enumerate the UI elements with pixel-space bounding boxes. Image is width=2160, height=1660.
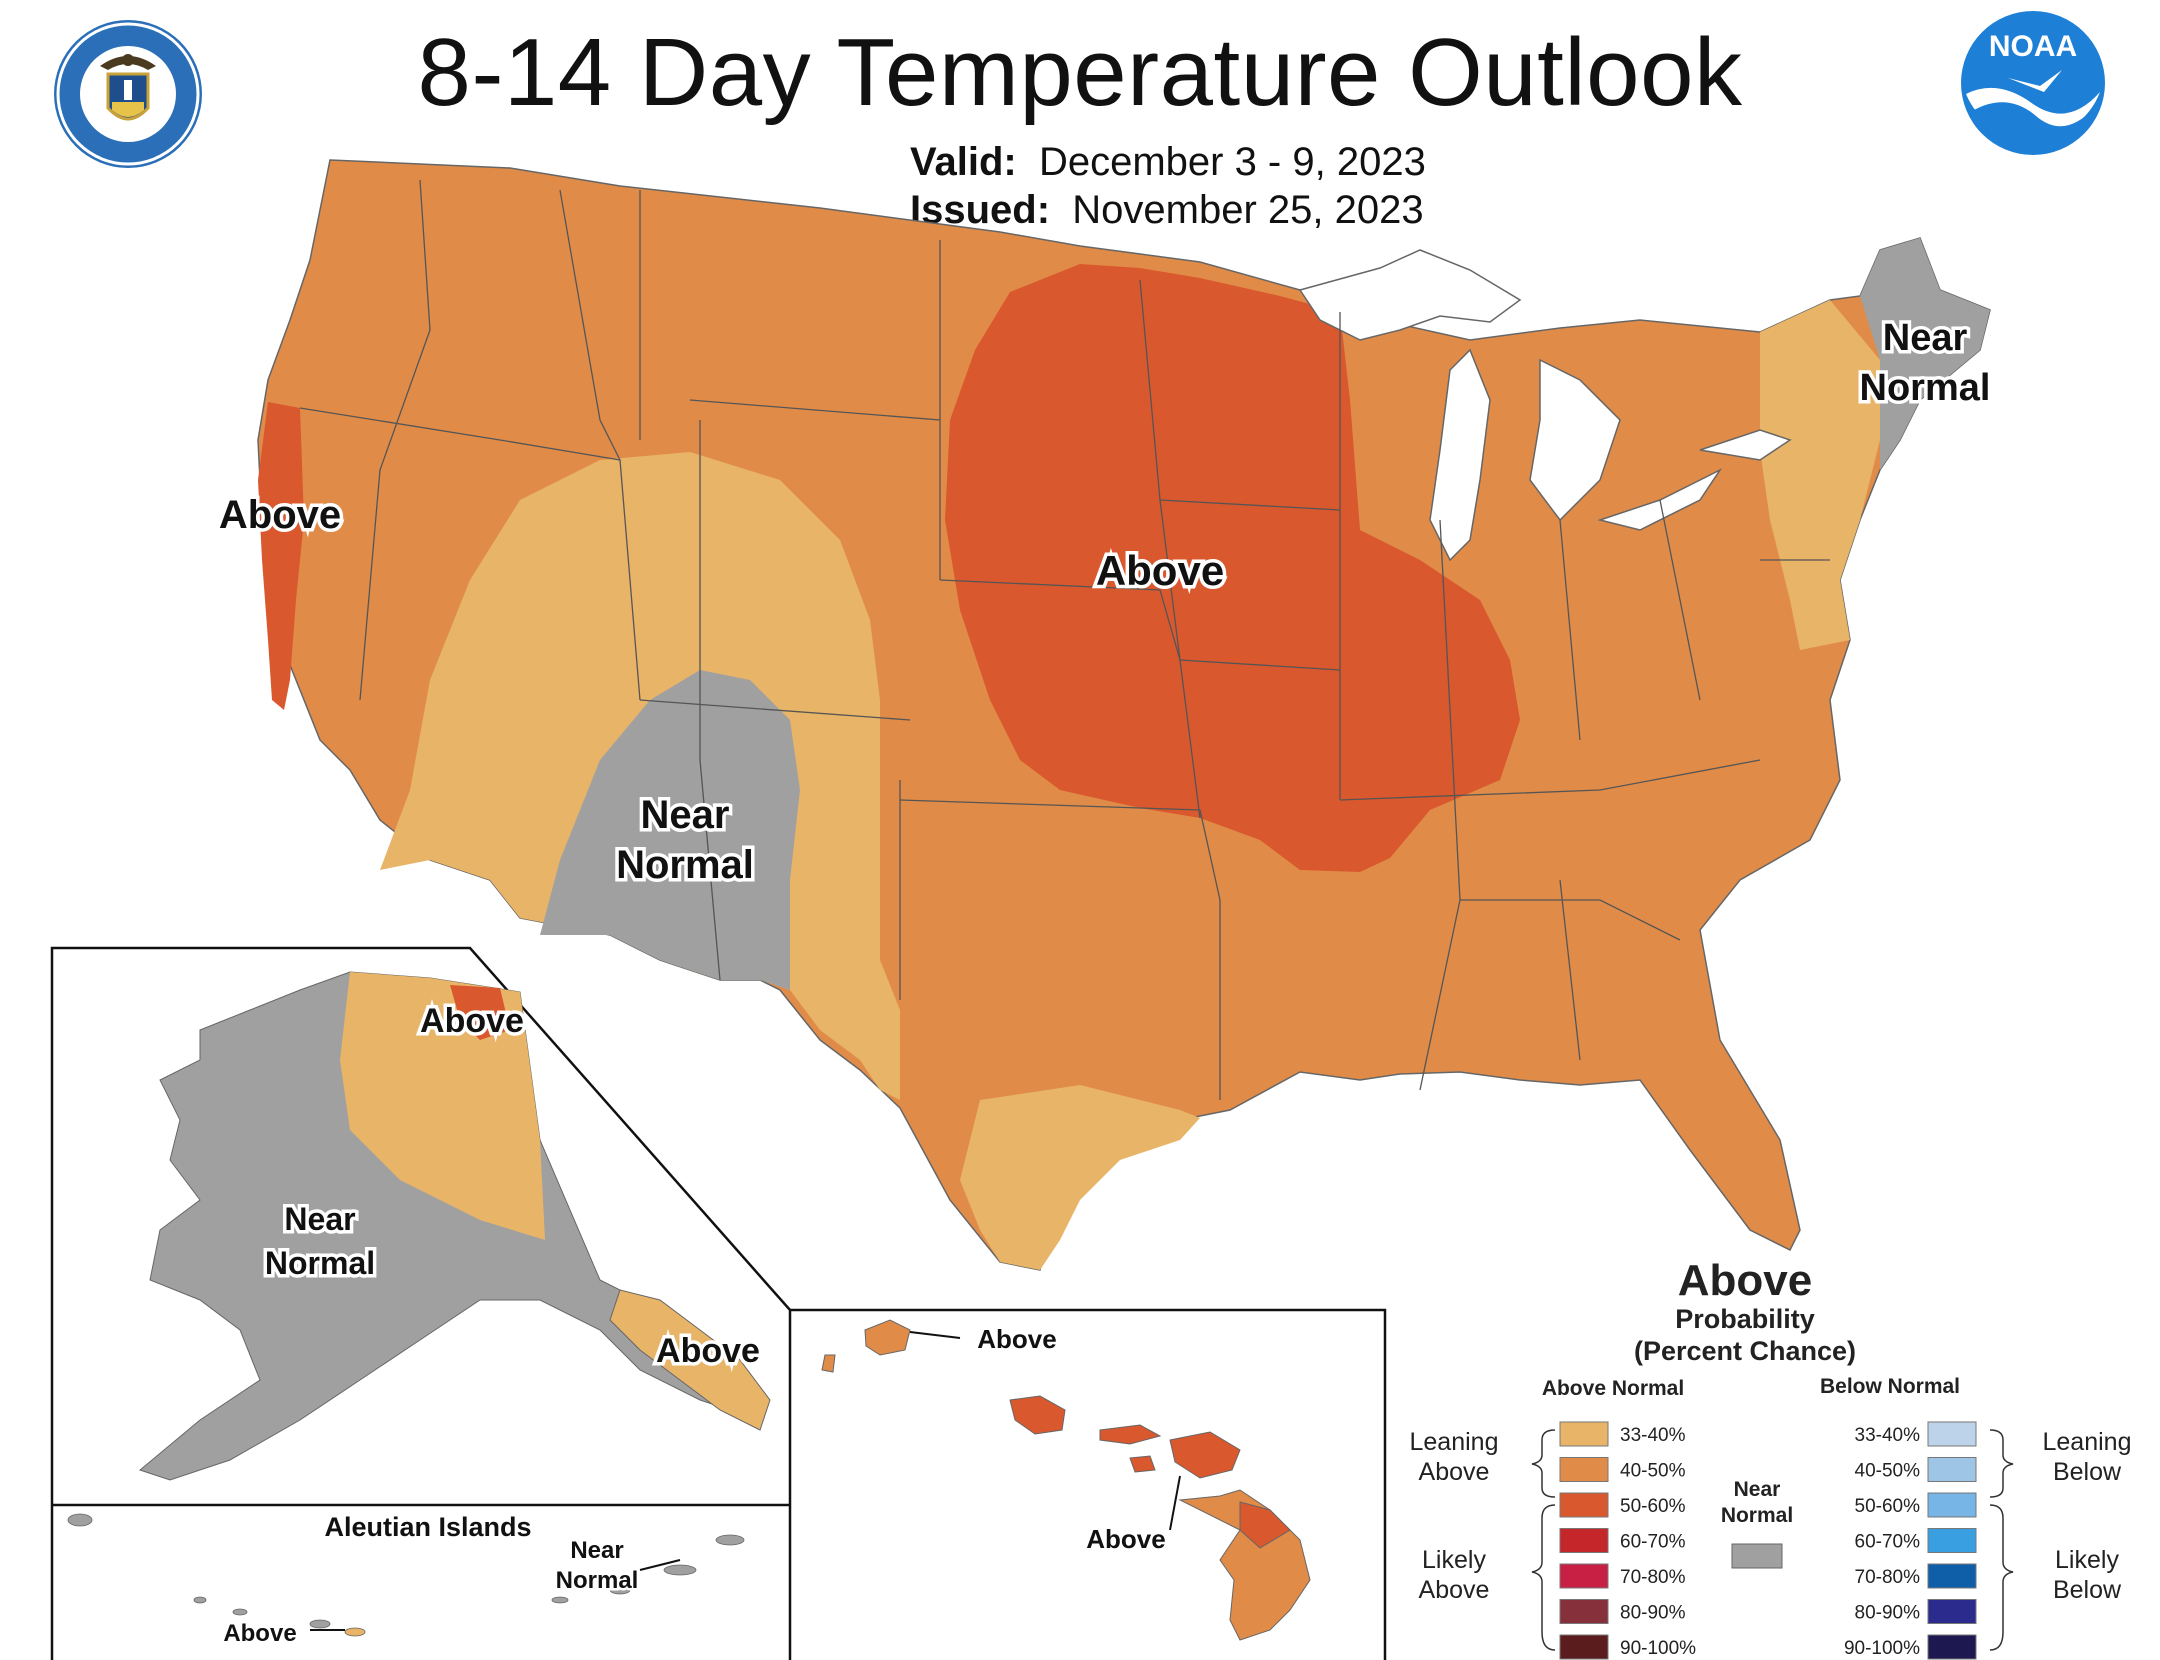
label-southwest-line2: Normal [616,843,754,887]
below-bin-label: 60-70% [1855,1532,1921,1553]
above-bin-label: 70-80% [1620,1567,1686,1588]
south-texas-region [960,1085,1200,1270]
aleutian-above-island [344,1627,366,1637]
label-central: Above [1096,547,1224,594]
legend-likely-above-line2: Above [1419,1576,1490,1604]
below-bin-swatch [1927,1528,1977,1553]
legend-near-normal-line1: Near [1734,1478,1781,1501]
below-bin-label: 40-50% [1855,1461,1921,1482]
label-aleutian-near-line1: Near [570,1537,623,1564]
legend-leaning-above-line1: Leaning [1410,1428,1499,1456]
brace-leaning-below [1989,1429,2014,1498]
above-bin-label: 60-70% [1620,1532,1686,1553]
above-normal-swatches: 33-40% 40-50% 50-60% 60-70% 70-80% 80-90% 90-1… [1559,1421,1696,1660]
probability-legend: Above Probability (Percent Chance) Above… [1410,1256,2132,1660]
label-alaska-main-line1: Near [284,1201,355,1237]
aleutian-near-leader [639,1559,681,1571]
issued-date: November 25, 2023 [1072,188,1424,232]
legend-likely-below-line2: Below [2053,1576,2122,1604]
above-bin-label: 40-50% [1620,1461,1686,1482]
brace-likely-below [1989,1504,2014,1651]
noaa-logo: NOAA [1961,11,2105,155]
label-aleutian-near-line2: Normal [556,1567,639,1594]
label-aleutian-above: Above [223,1620,296,1647]
alaska-northeast-above-region [450,985,510,1040]
below-bin-label: 33-40% [1855,1425,1921,1446]
legend-above-header: Above Normal [1542,1377,1684,1400]
label-alaska-southeast: Above [656,1332,760,1370]
hawaii-panel-frame [790,1308,1387,1660]
valid-label: Valid: [910,140,1017,184]
below-bin-label: 80-90% [1855,1603,1921,1624]
hawaii-islands [821,1319,1311,1641]
below-bin-swatch [1927,1492,1977,1518]
label-alaska-main-line2: Normal [265,1245,375,1281]
above-bin-swatch [1559,1492,1609,1518]
alaska-northeast-region [340,972,545,1240]
legend-leaning-below-line1: Leaning [2043,1428,2132,1456]
above-bin-label: 80-90% [1620,1603,1686,1624]
label-southwest-line1: Near [641,793,730,837]
above-bin-label: 90-100% [1620,1638,1696,1659]
state-boundaries [299,179,1830,1100]
legend-near-normal-swatch [1731,1543,1783,1569]
below-bin-swatch [1927,1421,1977,1447]
central-above-region [945,264,1520,872]
noaa-logo-text: NOAA [1989,30,2077,63]
below-normal-swatches: 33-40% 40-50% 50-60% 60-70% 70-80% 80-90% 90-1… [1844,1421,1977,1660]
brace-likely-above [1531,1504,1556,1651]
label-hawaii-maui: Above [1086,1524,1165,1554]
below-bin-label: 70-80% [1855,1567,1921,1588]
alaska-panel-frame [50,946,792,1660]
kauai-leader [909,1331,961,1339]
above-bin-label: 50-60% [1620,1496,1686,1517]
label-northeast-line2: Normal [1860,367,1991,409]
above-bin-swatch [1559,1457,1609,1482]
west-coast-region [258,402,304,710]
above-bin-swatch [1559,1599,1609,1624]
below-bin-swatch [1927,1457,1977,1482]
commerce-seal-logo [54,20,202,168]
legend-subheading-line1: Probability [1675,1304,1815,1334]
page-title: 8-14 Day Temperature Outlook [417,19,1743,126]
northeast-leaning-region [1760,300,1880,650]
legend-likely-above-line1: Likely [1422,1546,1486,1574]
above-bin-label: 33-40% [1620,1425,1686,1446]
legend-leaning-above-line2: Above [1419,1458,1490,1486]
above-bin-swatch [1559,1421,1609,1447]
northeast-near-normal-region [1860,238,1990,470]
legend-near-normal-line2: Normal [1721,1504,1793,1527]
label-hawaii-kauai: Above [977,1324,1056,1354]
above-bin-swatch [1559,1563,1609,1589]
legend-likely-below-line1: Likely [2055,1546,2119,1574]
southwest-near-normal-region [540,670,800,990]
below-bin-swatch [1927,1634,1977,1660]
label-northeast-line1: Near [1883,317,1968,359]
valid-line: Valid: December 3 - 9, 2023 [910,140,1426,185]
legend-below-header: Below Normal [1820,1375,1960,1398]
label-west-coast: Above [219,493,341,537]
legend-subheading-line2: (Percent Chance) [1634,1336,1856,1366]
below-bin-swatch [1927,1599,1977,1624]
aleutian-islands [67,1513,745,1629]
above-bin-swatch [1559,1634,1609,1660]
valid-dates: December 3 - 9, 2023 [1038,140,1426,184]
label-alaska-northeast: Above [420,1002,524,1040]
below-bin-swatch [1927,1563,1977,1589]
maui-leader [1169,1475,1181,1531]
brace-leaning-above [1531,1429,1556,1498]
great-lakes [1298,249,1792,562]
label-aleutian-title: Aleutian Islands [324,1512,531,1542]
below-bin-label: 90-100% [1844,1638,1920,1659]
above-bin-swatch [1559,1528,1609,1553]
alaska-panhandle-region [609,1289,771,1431]
legend-heading: Above [1678,1256,1812,1305]
legend-leaning-below-line2: Below [2053,1458,2122,1486]
below-bin-label: 50-60% [1855,1496,1921,1517]
